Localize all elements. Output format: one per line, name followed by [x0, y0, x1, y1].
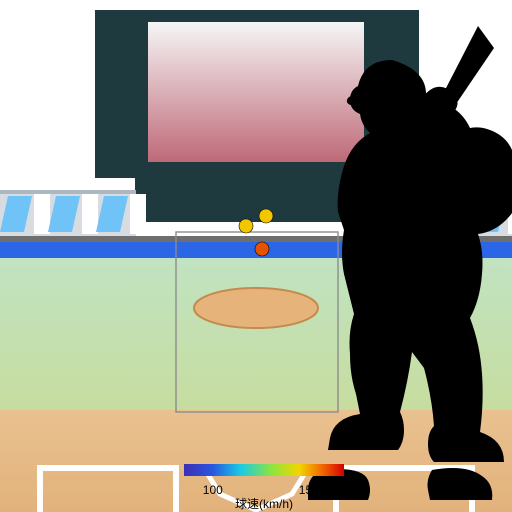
pitch-marker [255, 242, 269, 256]
legend-axis-label: 球速(km/h) [235, 497, 293, 511]
pitch-marker [259, 209, 273, 223]
pitchers-mound [194, 288, 318, 328]
legend-tick-label: 100 [203, 483, 223, 497]
legend-tick-label: 150 [299, 483, 319, 497]
pitch-marker [239, 219, 253, 233]
